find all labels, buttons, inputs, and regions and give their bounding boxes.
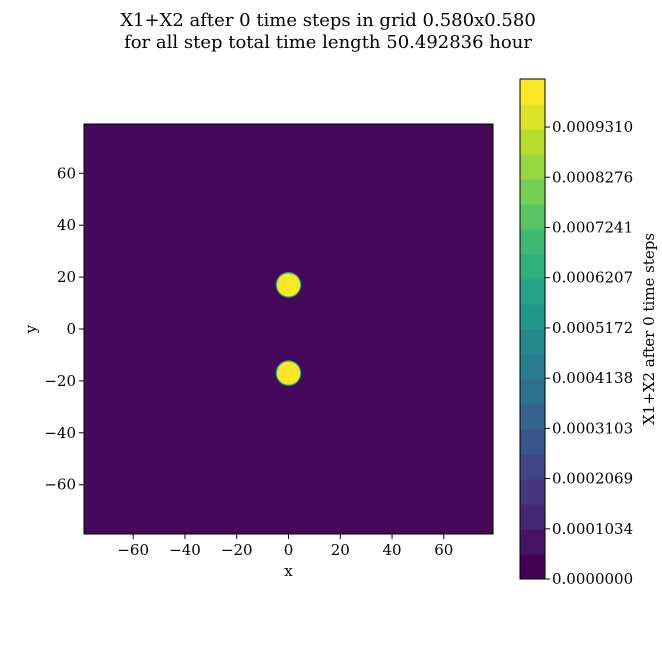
y-tick-label: 40 (57, 216, 76, 234)
colorbar-level (520, 179, 545, 205)
colorbar-level (520, 504, 545, 530)
x-tick-label: −20 (221, 541, 253, 559)
colorbar-level (520, 79, 545, 105)
colorbar-level (520, 479, 545, 505)
colorbar-level (520, 254, 545, 280)
x-tick-label: −60 (117, 541, 149, 559)
y-axis-label: y (22, 324, 40, 334)
colorbar-level (520, 529, 545, 555)
y-tick-label: 0 (66, 320, 76, 338)
y-tick-label: 20 (57, 268, 76, 286)
blob-1 (276, 273, 301, 297)
colorbar-tick-label: 0.0000000 (552, 570, 633, 588)
colorbar-tick-label: 0.0003103 (552, 419, 633, 437)
x-axis-label: x (284, 562, 293, 580)
y-tick-label: −60 (44, 476, 76, 494)
y-tick-label: −20 (44, 372, 76, 390)
x-tick-label: 60 (434, 541, 453, 559)
colorbar-level (520, 204, 545, 230)
colorbar-level (520, 354, 545, 380)
colorbar-level (520, 154, 545, 180)
colorbar-level (520, 104, 545, 130)
x-tick-label: 40 (382, 541, 401, 559)
colorbar-level (520, 279, 545, 305)
colorbar-level (520, 304, 545, 330)
colorbar-tick-label: 0.0002069 (552, 470, 633, 488)
colorbar-tick-label: 0.0007241 (552, 218, 633, 236)
colorbar-label: X1+X2 after 0 time steps (640, 233, 658, 425)
x-tick-label: 0 (284, 541, 294, 559)
x-tick-label: 20 (331, 541, 350, 559)
colorbar-tick-label: 0.0004138 (552, 369, 633, 387)
y-tick-label: −40 (44, 424, 76, 442)
heatmap-background (84, 124, 493, 534)
colorbar-tick-label: 0.0009310 (552, 118, 633, 136)
colorbar-tick-label: 0.0005172 (552, 319, 633, 337)
colorbar-level (520, 329, 545, 355)
colorbar-level (520, 429, 545, 455)
chart-title-line-1: X1+X2 after 0 time steps in grid 0.580x0… (120, 10, 536, 31)
colorbar-frame (519, 78, 546, 580)
blob-2 (276, 361, 301, 385)
chart-title-line-2: for all step total time length 50.492836… (124, 32, 532, 53)
colorbar-tick-label: 0.0006207 (552, 269, 633, 287)
colorbar-level (520, 554, 545, 580)
chart-title: X1+X2 after 0 time steps in grid 0.580x0… (0, 10, 656, 54)
colorbar-level (520, 454, 545, 480)
colorbar-level (520, 379, 545, 405)
x-tick-label: −40 (169, 541, 201, 559)
colorbar-level (520, 404, 545, 430)
colorbar-level (520, 229, 545, 255)
colorbar-tick-label: 0.0008276 (552, 168, 633, 186)
colorbar-level (520, 129, 545, 155)
y-tick-label: 60 (57, 164, 76, 182)
colorbar-tick-label: 0.0001034 (552, 520, 633, 538)
